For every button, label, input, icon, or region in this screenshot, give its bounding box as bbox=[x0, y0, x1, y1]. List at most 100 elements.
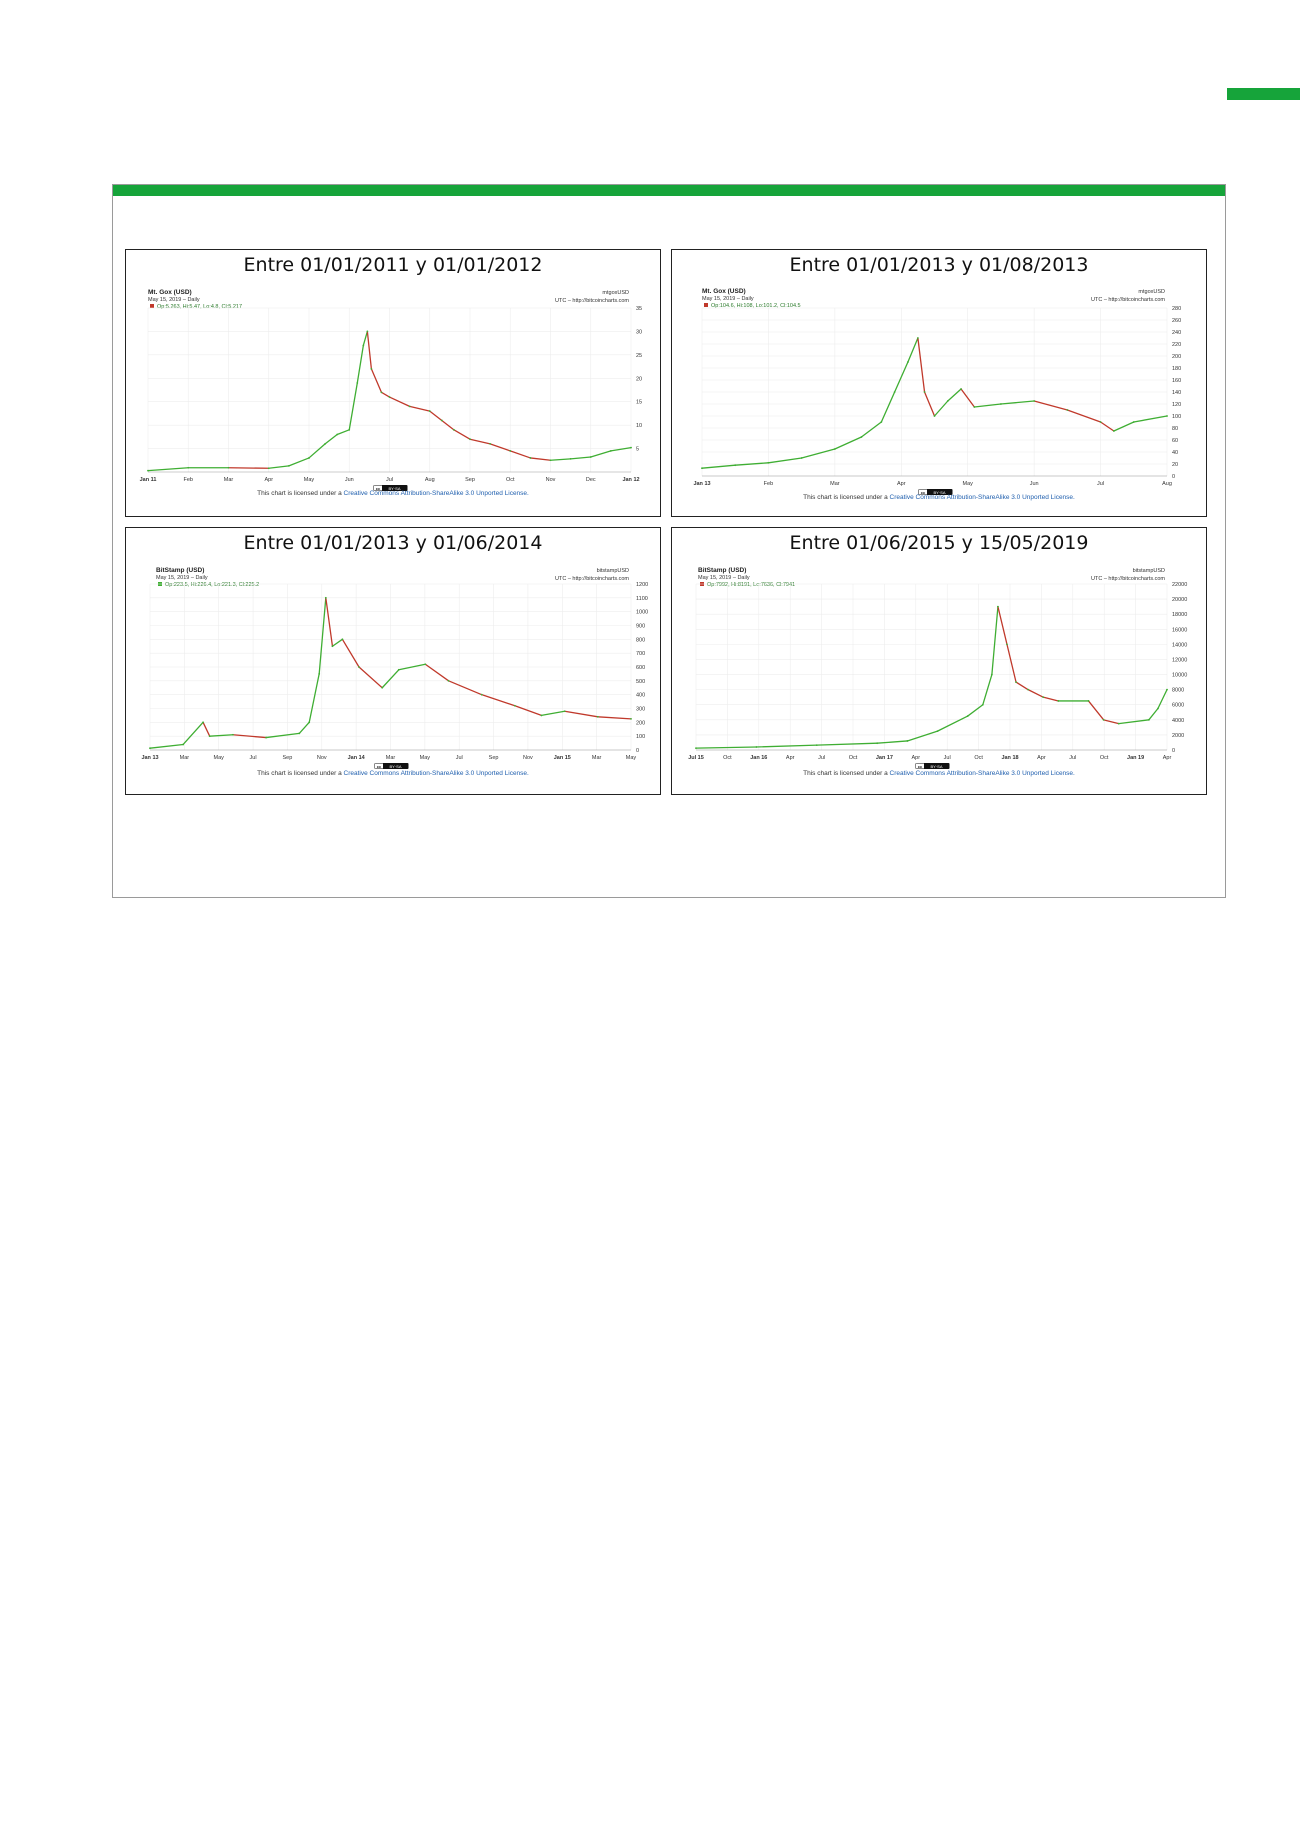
license-link[interactable]: Creative Commons Attribution-ShareAlike … bbox=[889, 770, 1075, 777]
license-line: This chart is licensed under a Creative … bbox=[126, 770, 660, 777]
x-tick-label: Jan 13 bbox=[693, 481, 710, 487]
source-name: Mt. Gox (USD) bbox=[148, 289, 192, 296]
license-link[interactable]: Creative Commons Attribution-ShareAlike … bbox=[343, 490, 529, 497]
price-point bbox=[308, 457, 310, 459]
price-point bbox=[341, 638, 344, 641]
price-point bbox=[695, 747, 697, 750]
price-point bbox=[1006, 643, 1008, 646]
license-text: This chart is licensed under a bbox=[257, 770, 342, 777]
price-point bbox=[1166, 688, 1168, 691]
price-segment bbox=[149, 743, 184, 749]
timezone-line: UTC – http://bitcoincharts.com bbox=[555, 576, 629, 582]
x-tick-label: Oct bbox=[1100, 755, 1109, 761]
price-segment bbox=[325, 597, 334, 647]
price-segment bbox=[366, 330, 373, 370]
price-segment bbox=[489, 443, 511, 452]
x-tick-label: Sep bbox=[465, 477, 475, 483]
price-point bbox=[424, 663, 427, 666]
price-segment bbox=[380, 391, 391, 398]
x-tick-label: May bbox=[304, 477, 315, 483]
price-point bbox=[767, 461, 770, 464]
price-segment bbox=[1099, 421, 1115, 432]
license-link[interactable]: Creative Commons Attribution-ShareAlike … bbox=[889, 494, 1075, 501]
cc-badge-text: BY·SA bbox=[930, 764, 942, 769]
y-tick-label: 200 bbox=[636, 720, 645, 726]
price-segment bbox=[348, 382, 358, 431]
price-point bbox=[907, 361, 909, 363]
price-segment bbox=[398, 663, 426, 671]
price-segment bbox=[1042, 696, 1059, 702]
source-name: BitStamp (USD) bbox=[156, 567, 204, 574]
y-tick-label: 12000 bbox=[1172, 657, 1187, 663]
price-point bbox=[860, 436, 863, 438]
y-tick-label: 5 bbox=[636, 447, 639, 453]
price-point bbox=[149, 747, 151, 750]
price-point bbox=[308, 721, 311, 724]
price-segment bbox=[447, 680, 483, 696]
x-tick-label: Apr bbox=[912, 755, 921, 761]
price-point bbox=[946, 400, 949, 402]
price-segment bbox=[816, 742, 878, 746]
price-point bbox=[981, 703, 984, 706]
price-segment bbox=[967, 704, 984, 717]
price-point bbox=[428, 410, 431, 412]
x-tick-label: Sep bbox=[283, 755, 293, 761]
x-tick-label: Apr bbox=[897, 481, 906, 487]
legend-swatch bbox=[150, 304, 154, 308]
y-tick-label: 4000 bbox=[1172, 718, 1184, 724]
price-point bbox=[876, 742, 879, 745]
price-segment bbox=[1157, 688, 1168, 710]
chart-svg: BitStamp (USD)May 15, 2019 – DailyOp:799… bbox=[688, 567, 1187, 769]
price-point bbox=[815, 744, 818, 746]
x-tick-label: Jul bbox=[386, 477, 393, 483]
chart-svg: BitStamp (USD)May 15, 2019 – DailyOp:223… bbox=[141, 567, 648, 769]
price-point bbox=[1102, 718, 1105, 721]
x-tick-label: Oct bbox=[974, 755, 983, 761]
price-point bbox=[202, 721, 204, 724]
x-tick-label: Mar bbox=[386, 755, 396, 761]
chart-title: Entre 01/01/2013 y 01/06/2014 bbox=[243, 532, 543, 554]
price-point bbox=[208, 735, 211, 738]
price-point bbox=[1099, 421, 1102, 423]
chart-title: Entre 01/01/2011 y 01/01/2012 bbox=[243, 254, 543, 276]
license-link[interactable]: Creative Commons Attribution-ShareAlike … bbox=[343, 770, 529, 777]
x-tick-label: Jan 11 bbox=[140, 477, 157, 483]
price-segment bbox=[358, 666, 383, 689]
x-tick-label: Oct bbox=[506, 477, 515, 483]
x-tick-label: Nov bbox=[523, 755, 533, 761]
cc-badge-text: cc bbox=[918, 764, 923, 769]
chart-svg: Mt. Gox (USD)May 15, 2019 – DailyOp:5.26… bbox=[140, 289, 642, 491]
price-segment bbox=[509, 450, 532, 459]
price-segment bbox=[182, 721, 204, 746]
price-segment bbox=[1000, 400, 1035, 405]
price-point bbox=[1166, 415, 1168, 417]
price-segment bbox=[388, 396, 411, 408]
price-segment bbox=[695, 746, 758, 749]
price-point bbox=[397, 668, 400, 671]
cc-badge-text: BY·SA bbox=[388, 486, 400, 491]
price-segment bbox=[1102, 719, 1120, 725]
y-tick-label: 800 bbox=[636, 637, 645, 643]
price-segment bbox=[341, 638, 360, 668]
price-point bbox=[489, 442, 492, 445]
x-tick-label: Mar bbox=[830, 481, 840, 487]
price-point bbox=[630, 717, 632, 720]
price-segment bbox=[997, 605, 1008, 646]
license-text: This chart is licensed under a bbox=[803, 770, 888, 777]
ohlc-line: Op:104.6, Hi:108, Lo:101.2, Cl:104.5 bbox=[711, 303, 801, 309]
price-segment bbox=[336, 429, 350, 436]
price-point bbox=[408, 405, 411, 408]
price-point bbox=[348, 428, 351, 431]
symbol-label: bitstampUSD bbox=[1133, 568, 1165, 574]
price-point bbox=[1112, 430, 1115, 432]
price-point bbox=[990, 673, 993, 676]
price-point bbox=[358, 666, 360, 668]
price-segment bbox=[331, 638, 344, 647]
price-segment bbox=[381, 669, 400, 689]
price-segment bbox=[308, 673, 320, 723]
x-tick-label: Jan 19 bbox=[1127, 755, 1144, 761]
y-tick-label: 600 bbox=[636, 665, 645, 671]
cc-badge-box bbox=[919, 489, 927, 495]
x-tick-label: Mar bbox=[592, 755, 602, 761]
x-tick-label: Apr bbox=[786, 755, 795, 761]
